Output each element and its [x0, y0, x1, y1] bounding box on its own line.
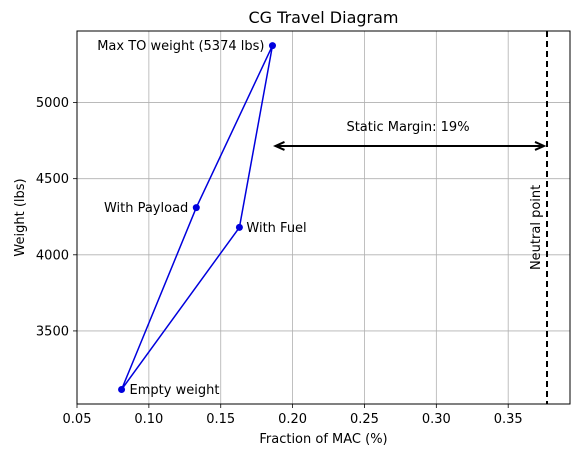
- neutral-point-label: Neutral point: [529, 185, 544, 270]
- y-tick-label: 3500: [36, 324, 69, 339]
- x-tick-label: 0.15: [206, 412, 235, 427]
- y-axis-label: Weight (lbs): [13, 178, 28, 256]
- x-tick-label: 0.35: [494, 412, 523, 427]
- chart-title: CG Travel Diagram: [249, 8, 399, 27]
- cg-travel-line: [120, 45, 274, 390]
- static-margin-label: Static Margin: 19%: [346, 120, 469, 135]
- axis-ticks: 0.05 0.10 0.15 0.20 0.25 0.30 0.35 3500 4000 4500…: [36, 96, 523, 427]
- data-point: [235, 223, 243, 231]
- data-point-label: With Payload: [104, 201, 188, 216]
- x-tick-label: 0.25: [350, 412, 379, 427]
- data-point-label: Max TO weight (5374 lbs): [97, 39, 264, 54]
- y-tick-label: 4500: [36, 172, 69, 187]
- x-tick-label: 0.30: [422, 412, 451, 427]
- static-margin-arrowhead-left: [273, 141, 285, 151]
- chart-marks: Empty weight With Fuel Max TO weight (5374…: [97, 31, 549, 404]
- y-tick-label: 4000: [36, 248, 69, 263]
- data-point: [268, 42, 276, 50]
- data-point: [192, 204, 200, 212]
- y-tick-label: 5000: [36, 96, 69, 111]
- x-tick-label: 0.05: [63, 412, 92, 427]
- grid-lines: [76, 31, 570, 404]
- data-point-label: With Fuel: [246, 221, 306, 236]
- x-tick-label: 0.20: [278, 412, 307, 427]
- x-axis-label: Fraction of MAC (%): [259, 432, 387, 447]
- plot-frame: [76, 30, 571, 405]
- static-margin-arrowhead-right: [534, 141, 547, 151]
- data-point: [118, 386, 126, 394]
- x-tick-label: 0.10: [134, 412, 163, 427]
- data-point-label: Empty weight: [130, 383, 220, 398]
